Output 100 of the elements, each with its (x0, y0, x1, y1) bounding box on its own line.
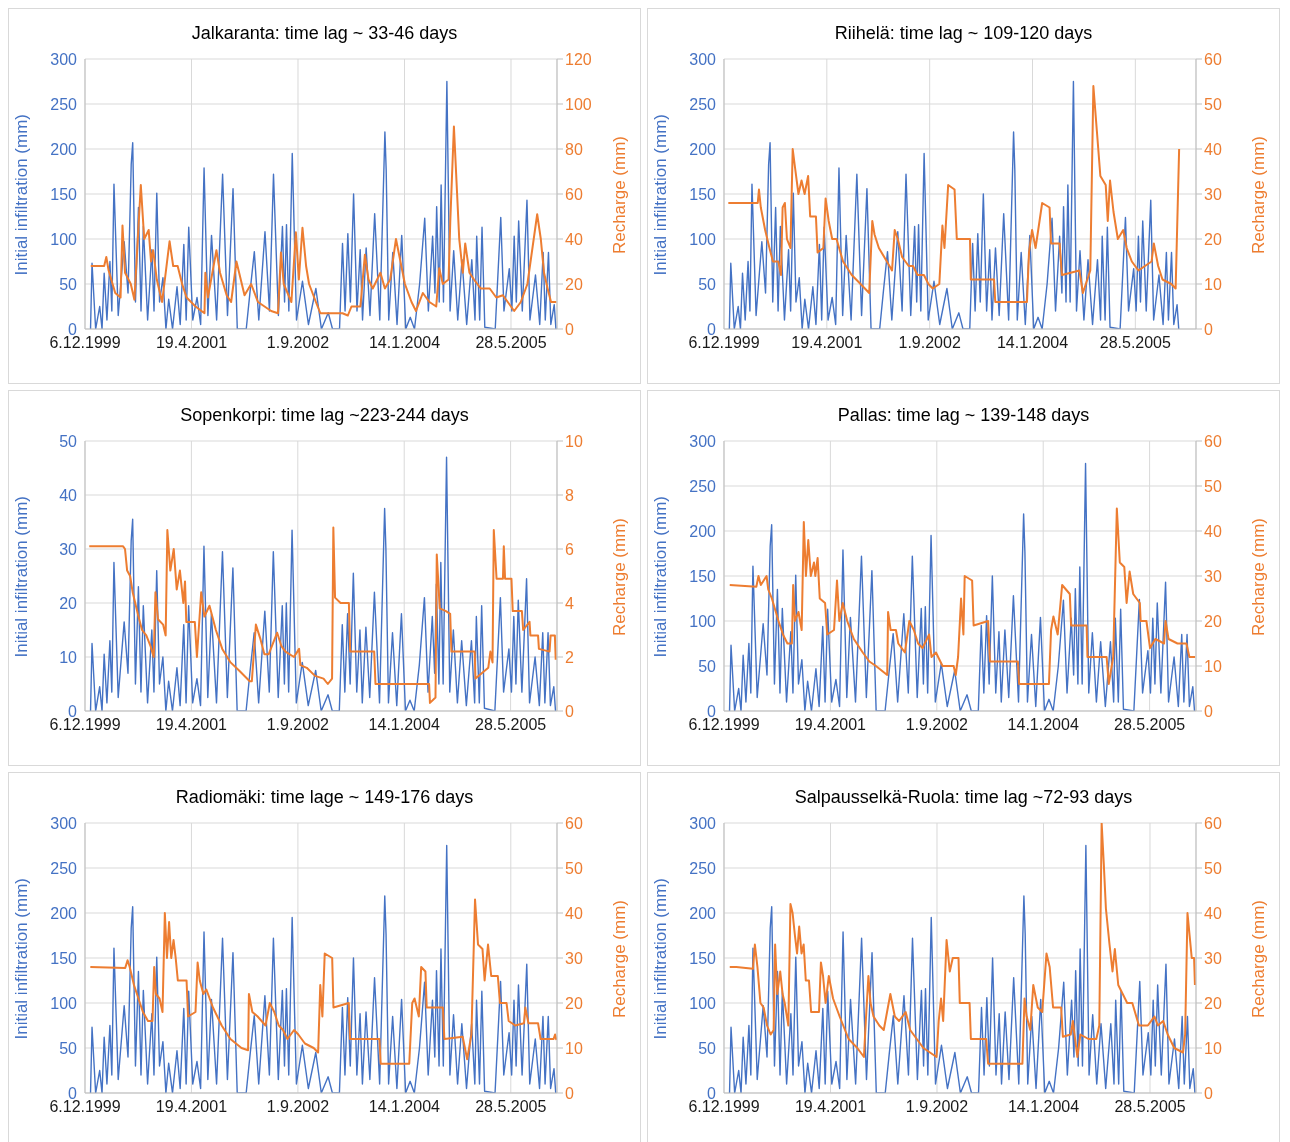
y2-tick-label: 10 (1204, 275, 1222, 293)
y2-tick-label: 60 (1204, 432, 1222, 450)
y-tick-label: 250 (689, 95, 717, 113)
y2-tick-label: 40 (1204, 904, 1222, 922)
y-tick-label: 300 (689, 814, 717, 832)
y2-tick-label: 2 (565, 648, 574, 666)
y2-tick-label: 40 (565, 904, 583, 922)
x-tick-label: 6.12.1999 (688, 334, 760, 352)
y-axis-title: Initial infiltration (mm) (651, 496, 671, 658)
x-tick-label: 14.1.2004 (996, 334, 1069, 352)
y-tick-label: 200 (689, 904, 717, 922)
x-tick-label: 14.1.2004 (368, 716, 440, 734)
x-tick-label: 1.9.2002 (905, 716, 969, 734)
y-tick-label: 300 (50, 50, 78, 68)
y-tick-label: 150 (50, 949, 78, 967)
y2-tick-label: 20 (565, 994, 583, 1012)
x-tick-label: 28.5.2005 (475, 1098, 547, 1116)
y-tick-label: 250 (50, 859, 78, 877)
y-tick-label: 100 (50, 994, 78, 1012)
y2-tick-label: 60 (565, 814, 583, 832)
line-series (728, 823, 1196, 1065)
y2-tick-label: 10 (1204, 1039, 1222, 1057)
y2-axis-title: Recharge (mm) (1249, 517, 1269, 637)
x-tick-label: 6.12.1999 (49, 716, 121, 734)
line-series (728, 844, 1196, 1093)
y2-tick-label: 10 (565, 1039, 583, 1057)
x-tick-label: 28.5.2005 (1114, 1098, 1186, 1116)
x-tick-label: 14.1.2004 (368, 1098, 441, 1116)
x-tick-label: 1.9.2002 (905, 1098, 969, 1116)
y-tick-label: 150 (689, 567, 717, 585)
line-series (728, 462, 1196, 711)
y-tick-label: 100 (689, 230, 717, 248)
y2-axis-title: Recharge (mm) (610, 899, 630, 1019)
y-tick-label: 50 (59, 275, 78, 293)
x-tick-label: 14.1.2004 (368, 334, 441, 352)
y-tick-label: 50 (698, 657, 717, 675)
y-tick-label: 200 (50, 140, 78, 158)
y2-tick-label: 50 (565, 859, 583, 877)
chart-title: Radiomäki: time lage ~ 149-176 days (174, 786, 475, 809)
y2-tick-label: 30 (1204, 949, 1222, 967)
x-tick-label: 14.1.2004 (1007, 1098, 1080, 1116)
y2-tick-label: 30 (1204, 567, 1222, 585)
y-tick-label: 250 (689, 859, 717, 877)
line-series (88, 526, 557, 704)
line-series (89, 80, 557, 329)
y-axis-title: Initial infiltration (mm) (12, 114, 32, 276)
y2-tick-label: 8 (565, 486, 574, 504)
x-tick-label: 1.9.2002 (266, 716, 330, 734)
y-tick-label: 50 (698, 275, 717, 293)
y2-tick-label: 10 (1204, 657, 1222, 675)
y-tick-label: 40 (59, 486, 78, 504)
x-tick-label: 14.1.2004 (1007, 716, 1079, 734)
x-tick-label: 19.4.2001 (155, 716, 228, 734)
y-tick-label: 100 (50, 230, 78, 248)
y-tick-label: 50 (59, 1039, 78, 1057)
chart-title: Riihelä: time lag ~ 109-120 days (833, 22, 1094, 45)
x-tick-label: 1.9.2002 (266, 334, 330, 352)
y2-tick-label: 40 (1204, 522, 1222, 540)
y-axis-title: Initial infiltration (mm) (12, 878, 32, 1040)
line-series (89, 898, 557, 1065)
y2-tick-label: 60 (565, 185, 583, 203)
y-tick-label: 100 (689, 994, 717, 1012)
y2-tick-label: 60 (1204, 814, 1222, 832)
y2-tick-label: 40 (1204, 140, 1222, 158)
x-tick-label: 28.5.2005 (475, 716, 547, 734)
y2-tick-label: 50 (1204, 477, 1222, 495)
chart-title: Sopenkorpi: time lag ~223-244 days (179, 404, 470, 427)
y2-axis-title: Recharge (mm) (1249, 899, 1269, 1019)
y2-tick-label: 0 (1204, 320, 1213, 338)
y-tick-label: 300 (50, 814, 78, 832)
y-tick-label: 100 (689, 612, 717, 630)
y2-tick-label: 80 (565, 140, 583, 158)
y2-tick-label: 40 (565, 230, 583, 248)
x-tick-label: 28.5.2005 (475, 334, 547, 352)
x-tick-label: 1.9.2002 (898, 334, 961, 352)
x-tick-label: 19.4.2001 (155, 1098, 228, 1116)
x-tick-label: 6.12.1999 (49, 334, 121, 352)
y-tick-label: 300 (689, 432, 717, 450)
y-tick-label: 50 (59, 432, 78, 450)
y2-tick-label: 50 (1204, 859, 1222, 877)
y-tick-label: 10 (59, 648, 78, 666)
chart-title: Jalkaranta: time lag ~ 33-46 days (190, 22, 459, 45)
y2-tick-label: 20 (565, 275, 583, 293)
y2-tick-label: 0 (565, 320, 574, 338)
y-tick-label: 200 (689, 140, 717, 158)
y2-tick-label: 30 (1204, 185, 1222, 203)
y2-axis-title: Recharge (mm) (610, 517, 630, 637)
line-series (89, 844, 557, 1093)
y-tick-label: 50 (698, 1039, 717, 1057)
y2-axis-title: Recharge (mm) (1249, 135, 1269, 255)
y-axis-title: Initial infiltration (mm) (651, 878, 671, 1040)
y2-tick-label: 60 (1204, 50, 1222, 68)
y2-tick-label: 20 (1204, 612, 1222, 630)
chart-title: Pallas: time lag ~ 139-148 days (836, 404, 1091, 427)
y2-tick-label: 20 (1204, 994, 1222, 1012)
y-tick-label: 30 (59, 540, 78, 558)
y2-tick-label: 30 (565, 949, 583, 967)
y-tick-label: 20 (59, 594, 78, 612)
y2-tick-label: 0 (1204, 702, 1213, 720)
y2-tick-label: 120 (565, 50, 592, 68)
